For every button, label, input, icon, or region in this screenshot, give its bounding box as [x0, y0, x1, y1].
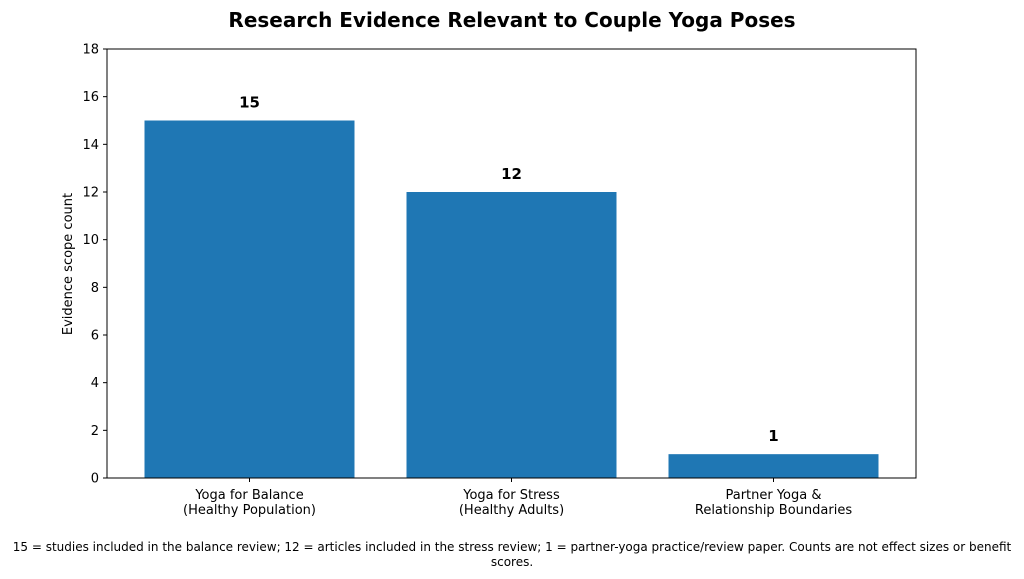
bar-3: [668, 454, 879, 478]
data-label-1: 15: [239, 94, 260, 112]
data-label-3: 1: [768, 427, 778, 445]
x-tick-label-1: Yoga for Balance (Healthy Population): [183, 488, 316, 518]
y-tick-label-6: 6: [91, 329, 99, 344]
chart-title: Research Evidence Relevant to Couple Yog…: [228, 8, 795, 32]
plot-frame: [106, 48, 917, 479]
x-axis-ticks: Yoga for Balance (Healthy Population) Yoga…: [183, 478, 852, 518]
y-tick-label-12: 12: [82, 186, 99, 201]
y-axis-label: Evidence scope count: [61, 193, 76, 335]
y-axis-ticks: 0 2 4 6 8 10 12 14 16 18: [82, 43, 107, 487]
y-tick-label-2: 2: [91, 424, 99, 439]
x-tick-label-3: Partner Yoga & Relationship Boundaries: [695, 488, 852, 518]
bar-2: [406, 192, 617, 478]
y-tick-label-14: 14: [82, 138, 99, 153]
chart-caption: 15 = studies included in the balance rev…: [12, 540, 1012, 569]
y-tick-label-10: 10: [82, 233, 99, 248]
bars-group: [144, 120, 879, 478]
bar-1: [144, 120, 355, 478]
data-label-2: 12: [501, 165, 522, 183]
x-tick-label-2: Yoga for Stress (Healthy Adults): [459, 488, 564, 518]
data-labels-group: 15 12 1: [239, 94, 779, 446]
y-tick-label-4: 4: [91, 376, 99, 391]
y-tick-label-0: 0: [91, 472, 99, 487]
y-tick-label-8: 8: [91, 281, 99, 296]
y-tick-label-16: 16: [82, 90, 99, 105]
y-tick-label-18: 18: [82, 43, 99, 58]
